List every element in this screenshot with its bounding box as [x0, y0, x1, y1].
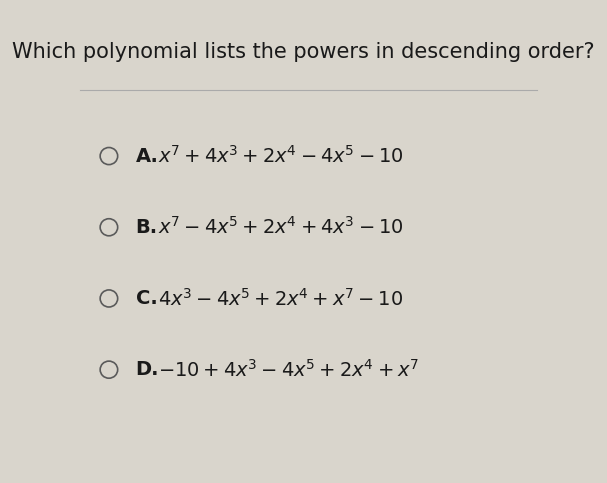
- Text: A.: A.: [136, 146, 158, 166]
- Text: $x^7 - 4x^5 + 2x^4 + 4x^3 - 10$: $x^7 - 4x^5 + 2x^4 + 4x^3 - 10$: [158, 216, 403, 238]
- Text: $-10 + 4x^3 - 4x^5 + 2x^4 + x^7$: $-10 + 4x^3 - 4x^5 + 2x^4 + x^7$: [158, 359, 419, 381]
- Text: C.: C.: [136, 289, 157, 308]
- Text: $x^7 + 4x^3 + 2x^4 - 4x^5 - 10$: $x^7 + 4x^3 + 2x^4 - 4x^5 - 10$: [158, 145, 403, 167]
- Text: D.: D.: [136, 360, 159, 379]
- Text: Which polynomial lists the powers in descending order?: Which polynomial lists the powers in des…: [12, 42, 595, 62]
- Text: B.: B.: [136, 218, 158, 237]
- Text: $4x^3 - 4x^5 + 2x^4 + x^7 - 10$: $4x^3 - 4x^5 + 2x^4 + x^7 - 10$: [158, 287, 402, 310]
